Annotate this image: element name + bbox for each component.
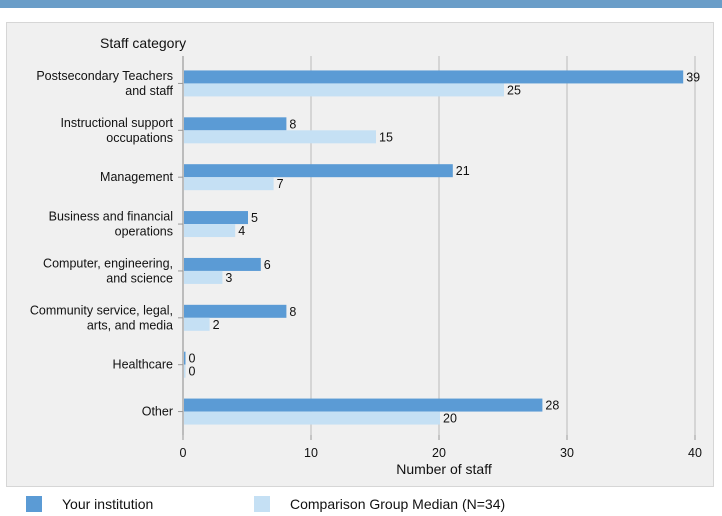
category-label-line: Other <box>142 405 173 419</box>
legend-item-your-institution: Your institution <box>26 496 153 516</box>
category-label-line: Community service, legal, <box>30 303 173 317</box>
data-label: 28 <box>545 399 559 413</box>
category-label-line: and staff <box>125 84 173 98</box>
bar-comparison-median <box>184 317 210 331</box>
data-label: 8 <box>289 305 296 319</box>
bar-comparison-median <box>184 364 186 378</box>
bars <box>184 70 684 425</box>
x-tick-label-10: 10 <box>304 446 318 460</box>
bar-your-institution <box>184 164 453 178</box>
legend: Your institution Comparison Group Median… <box>0 490 722 516</box>
category-label: Management <box>100 170 173 184</box>
bar-comparison-median <box>184 224 236 238</box>
bar-your-institution <box>184 304 287 318</box>
category-label-line: Healthcare <box>113 358 173 372</box>
category-label-line: Postsecondary Teachers <box>36 69 173 83</box>
bar-comparison-median <box>184 411 440 425</box>
bar-your-institution <box>184 211 248 225</box>
category-label: Computer, engineering, and science <box>43 256 173 285</box>
bar-comparison-median <box>184 130 376 144</box>
data-label: 15 <box>379 130 393 144</box>
bar-your-institution <box>184 70 684 84</box>
bar-comparison-median <box>184 177 274 191</box>
y-axis-title: Staff category <box>100 35 186 51</box>
data-label: 2 <box>213 318 220 332</box>
bar-comparison-median <box>184 270 223 284</box>
data-label: 8 <box>289 117 296 131</box>
legend-label-comparison-median: Comparison Group Median (N=34) <box>290 496 506 512</box>
x-tick-label-0: 0 <box>180 446 187 460</box>
category-label-line: and science <box>106 271 173 285</box>
data-label: 39 <box>686 70 700 84</box>
data-label: 21 <box>456 164 470 178</box>
data-label: 5 <box>251 211 258 225</box>
category-label: Other <box>142 405 173 419</box>
legend-label-your-institution: Your institution <box>62 496 154 512</box>
chart-panel: 0 10 20 30 40 Postsecondary Teachers and staff… <box>6 22 714 487</box>
legend-swatch-comparison-median <box>254 496 270 512</box>
category-label: Business and financial operations <box>49 210 173 239</box>
data-label: 3 <box>225 271 232 285</box>
x-tick-label-40: 40 <box>688 446 702 460</box>
category-label-line: Management <box>100 170 173 184</box>
bar-your-institution <box>184 117 287 131</box>
category-label: Healthcare <box>113 358 173 372</box>
x-axis-title: Number of staff <box>396 461 492 477</box>
category-label-line: operations <box>115 225 173 239</box>
data-label: 4 <box>238 224 245 238</box>
top-rule <box>0 0 722 8</box>
gridlines <box>178 56 696 440</box>
data-label: 0 <box>189 352 196 366</box>
x-tick-label-20: 20 <box>432 446 446 460</box>
category-label: Community service, legal, arts, and media <box>30 303 173 332</box>
legend-item-comparison-median: Comparison Group Median (N=34) <box>254 496 505 516</box>
bar-your-institution <box>184 351 186 365</box>
category-label-line: Computer, engineering, <box>43 256 173 270</box>
bar-your-institution <box>184 257 261 271</box>
category-label-line: Instructional support <box>60 116 173 130</box>
bar-comparison-median <box>184 83 504 97</box>
bar-your-institution <box>184 398 543 412</box>
category-label: Instructional support occupations <box>60 116 173 145</box>
category-label-line: occupations <box>106 131 173 145</box>
legend-swatch-your-institution <box>26 496 42 512</box>
data-label: 20 <box>443 412 457 426</box>
category-label-line: Business and financial <box>49 210 173 224</box>
data-label: 25 <box>507 83 521 97</box>
data-label: 0 <box>189 365 196 379</box>
x-tick-label-30: 30 <box>560 446 574 460</box>
data-label: 6 <box>264 258 271 272</box>
data-label: 7 <box>277 177 284 191</box>
category-label: Postsecondary Teachers and staff <box>36 69 173 98</box>
category-label-line: arts, and media <box>87 318 173 332</box>
